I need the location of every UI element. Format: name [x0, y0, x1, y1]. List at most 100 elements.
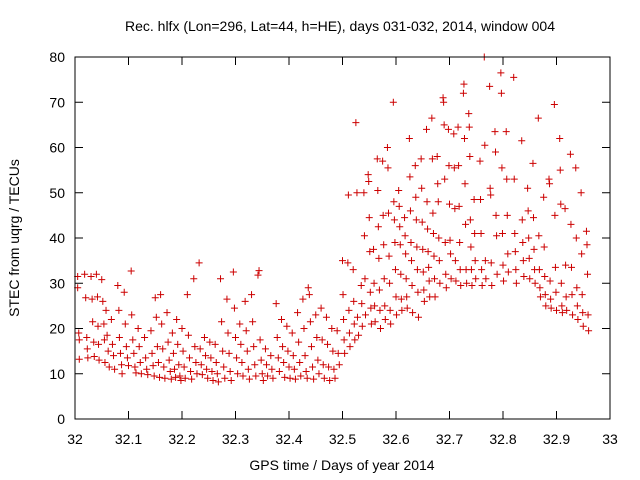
data-point — [444, 125, 452, 133]
data-point — [460, 134, 468, 142]
data-point — [406, 173, 414, 181]
data-point — [442, 270, 450, 278]
data-point — [365, 177, 373, 185]
data-point — [175, 361, 183, 369]
data-point — [333, 327, 341, 335]
data-point — [357, 282, 365, 290]
data-point — [142, 354, 150, 362]
data-point — [529, 159, 537, 167]
data-point — [274, 354, 282, 362]
data-point — [578, 291, 586, 299]
data-point — [339, 291, 347, 299]
data-point — [552, 288, 560, 296]
data-point — [350, 297, 358, 305]
data-point — [431, 275, 439, 283]
data-point — [447, 275, 455, 283]
data-point — [430, 252, 438, 260]
data-point — [525, 254, 533, 262]
data-point — [503, 175, 511, 183]
data-point — [370, 279, 378, 287]
data-point — [358, 322, 366, 330]
data-point — [264, 372, 272, 380]
x-tick-label: 32.6 — [382, 431, 409, 447]
data-point — [465, 123, 473, 131]
data-point — [299, 295, 307, 303]
data-point — [107, 315, 115, 323]
data-point — [403, 293, 411, 301]
data-point — [567, 220, 575, 228]
data-point — [296, 358, 304, 366]
data-point — [322, 313, 330, 321]
data-point — [305, 291, 313, 299]
data-point — [524, 207, 532, 215]
data-point — [286, 374, 294, 382]
data-point — [297, 372, 305, 380]
data-point — [272, 300, 280, 308]
data-point — [429, 229, 437, 237]
data-point — [573, 302, 581, 310]
data-point — [402, 275, 410, 283]
data-point — [435, 257, 443, 265]
data-point — [413, 243, 421, 251]
data-point — [397, 295, 405, 303]
data-point — [248, 291, 256, 299]
data-point — [542, 302, 550, 310]
data-point — [396, 241, 404, 249]
data-point — [572, 164, 580, 172]
data-point — [252, 372, 260, 380]
data-point — [420, 286, 428, 294]
data-point — [345, 329, 353, 337]
data-point — [303, 374, 311, 382]
data-point — [148, 349, 156, 357]
data-point — [250, 343, 258, 351]
data-point — [577, 189, 585, 197]
data-point — [578, 250, 586, 258]
data-point — [401, 232, 409, 240]
data-point — [551, 263, 559, 271]
data-point — [535, 232, 543, 240]
data-point — [556, 166, 564, 174]
data-point — [278, 315, 286, 323]
data-point — [385, 252, 393, 260]
data-point — [482, 275, 490, 283]
data-point — [583, 241, 591, 249]
data-point — [259, 377, 267, 385]
data-point — [291, 375, 299, 383]
data-point — [461, 180, 469, 188]
data-point — [111, 365, 119, 373]
data-point — [190, 275, 198, 283]
data-point — [391, 266, 399, 274]
data-point — [441, 175, 449, 183]
data-point — [497, 69, 505, 77]
data-point — [519, 239, 527, 247]
data-point — [121, 320, 129, 328]
data-point — [275, 367, 283, 375]
data-point — [95, 356, 103, 364]
data-point — [419, 268, 427, 276]
data-point — [75, 355, 83, 363]
data-point — [466, 153, 474, 161]
x-tick-label: 32 — [67, 431, 83, 447]
data-point — [445, 162, 453, 170]
data-point — [535, 266, 543, 274]
data-point — [380, 241, 388, 249]
data-point — [318, 336, 326, 344]
data-point — [143, 365, 151, 373]
data-point — [511, 229, 519, 237]
data-point — [366, 248, 374, 256]
data-point — [529, 214, 537, 222]
data-point — [125, 362, 132, 370]
data-point — [280, 358, 288, 366]
data-point — [371, 302, 379, 310]
data-point — [144, 371, 152, 379]
data-point — [188, 375, 196, 383]
data-point — [525, 234, 533, 242]
data-point — [212, 358, 220, 366]
data-point — [320, 374, 328, 382]
data-point — [546, 277, 554, 285]
data-point — [423, 198, 431, 206]
data-point — [541, 272, 549, 280]
data-point — [156, 373, 164, 381]
data-point — [150, 372, 158, 380]
data-point — [414, 313, 422, 321]
